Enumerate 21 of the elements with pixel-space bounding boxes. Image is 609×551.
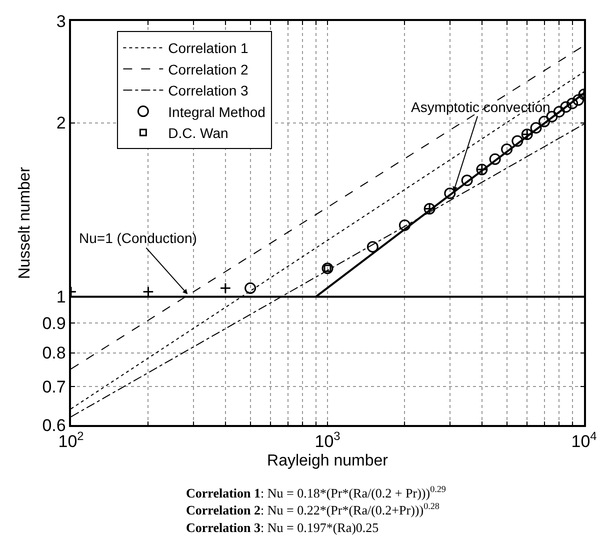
- x-tick-label: 10$^{4}$: [571, 429, 598, 452]
- text: Correlation 3: Nu = 0.197*(Ra)0.25: [186, 520, 379, 535]
- y-axis-title: Nusselt number: [16, 166, 34, 280]
- x-axis-title: Rayleigh number: [267, 452, 389, 470]
- y-tick-label: 0.6: [42, 416, 66, 435]
- legend-label: Integral Method: [168, 104, 266, 120]
- annotation: Asymptotic convection: [411, 99, 550, 115]
- y-tick-label: 0.8: [42, 344, 66, 363]
- text: Correlation 2: Nu = 0.22*(Pr*(Ra/(0.2+Pr)))$^{0.28}$: [186, 501, 440, 518]
- y-tick-label: 0.7: [42, 377, 66, 396]
- x-tick-label: 10$^{3}$: [314, 429, 341, 452]
- y-tick-label: 1: [56, 288, 66, 307]
- legend-label: Correlation 3: [168, 82, 249, 99]
- legend-label: Correlation 1: [168, 40, 249, 56]
- text: Correlation 1: Nu = 0.18*(Pr*(Ra/(0.2 + Pr)))$^{0.29}$: [186, 484, 446, 500]
- legend-label: D.C. Wan: [168, 124, 228, 141]
- y-tick-label: 3: [56, 12, 66, 31]
- annotation: Nu=1 (Conduction): [79, 230, 197, 246]
- legend-label: Correlation 2: [168, 61, 249, 78]
- y-tick-label: 0.9: [42, 314, 66, 334]
- y-tick-label: 2: [56, 114, 66, 133]
